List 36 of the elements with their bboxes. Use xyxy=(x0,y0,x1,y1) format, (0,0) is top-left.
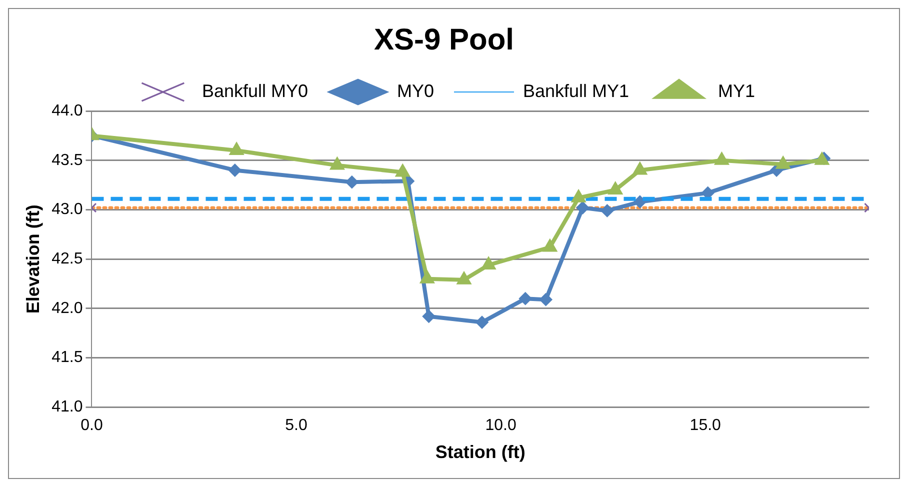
y-tick-label: 42.0 xyxy=(52,300,83,317)
y-tick-label: 41.0 xyxy=(52,398,83,416)
y-axis-title: Elevation (ft) xyxy=(22,204,43,314)
y-tick-label: 42.5 xyxy=(52,250,83,268)
legend-label: Bankfull MY1 xyxy=(523,80,630,101)
y-tick-label: 41.5 xyxy=(52,349,83,366)
x-tick-label: 10.0 xyxy=(485,417,516,434)
x-tick-label: 5.0 xyxy=(285,417,308,434)
point xyxy=(633,195,646,208)
y-tick-label: 43.0 xyxy=(52,201,83,218)
legend-label: MY1 xyxy=(718,80,756,101)
point xyxy=(229,142,244,155)
point xyxy=(814,152,830,165)
point xyxy=(481,256,496,270)
x-axis-title: Station (ft) xyxy=(435,442,526,462)
point xyxy=(776,156,791,169)
point xyxy=(539,293,552,306)
legend-label: Bankfull MY0 xyxy=(202,80,308,101)
y-tick-label: 44.0 xyxy=(52,102,83,120)
y-tick-label: 43.5 xyxy=(52,152,83,169)
legend-label: MY0 xyxy=(396,80,434,101)
chart-title: XS-9 Pool xyxy=(374,23,514,56)
point xyxy=(576,201,590,214)
point xyxy=(571,189,586,202)
point xyxy=(632,162,648,175)
point xyxy=(600,204,614,218)
point xyxy=(518,292,532,306)
point xyxy=(714,152,730,165)
x-tick-label: 0.0 xyxy=(80,417,103,434)
point xyxy=(542,238,558,252)
point xyxy=(608,181,623,194)
x-tick-label: 15.0 xyxy=(690,417,722,434)
point xyxy=(476,316,489,329)
point xyxy=(330,156,345,170)
point xyxy=(395,164,410,177)
point xyxy=(422,310,436,323)
